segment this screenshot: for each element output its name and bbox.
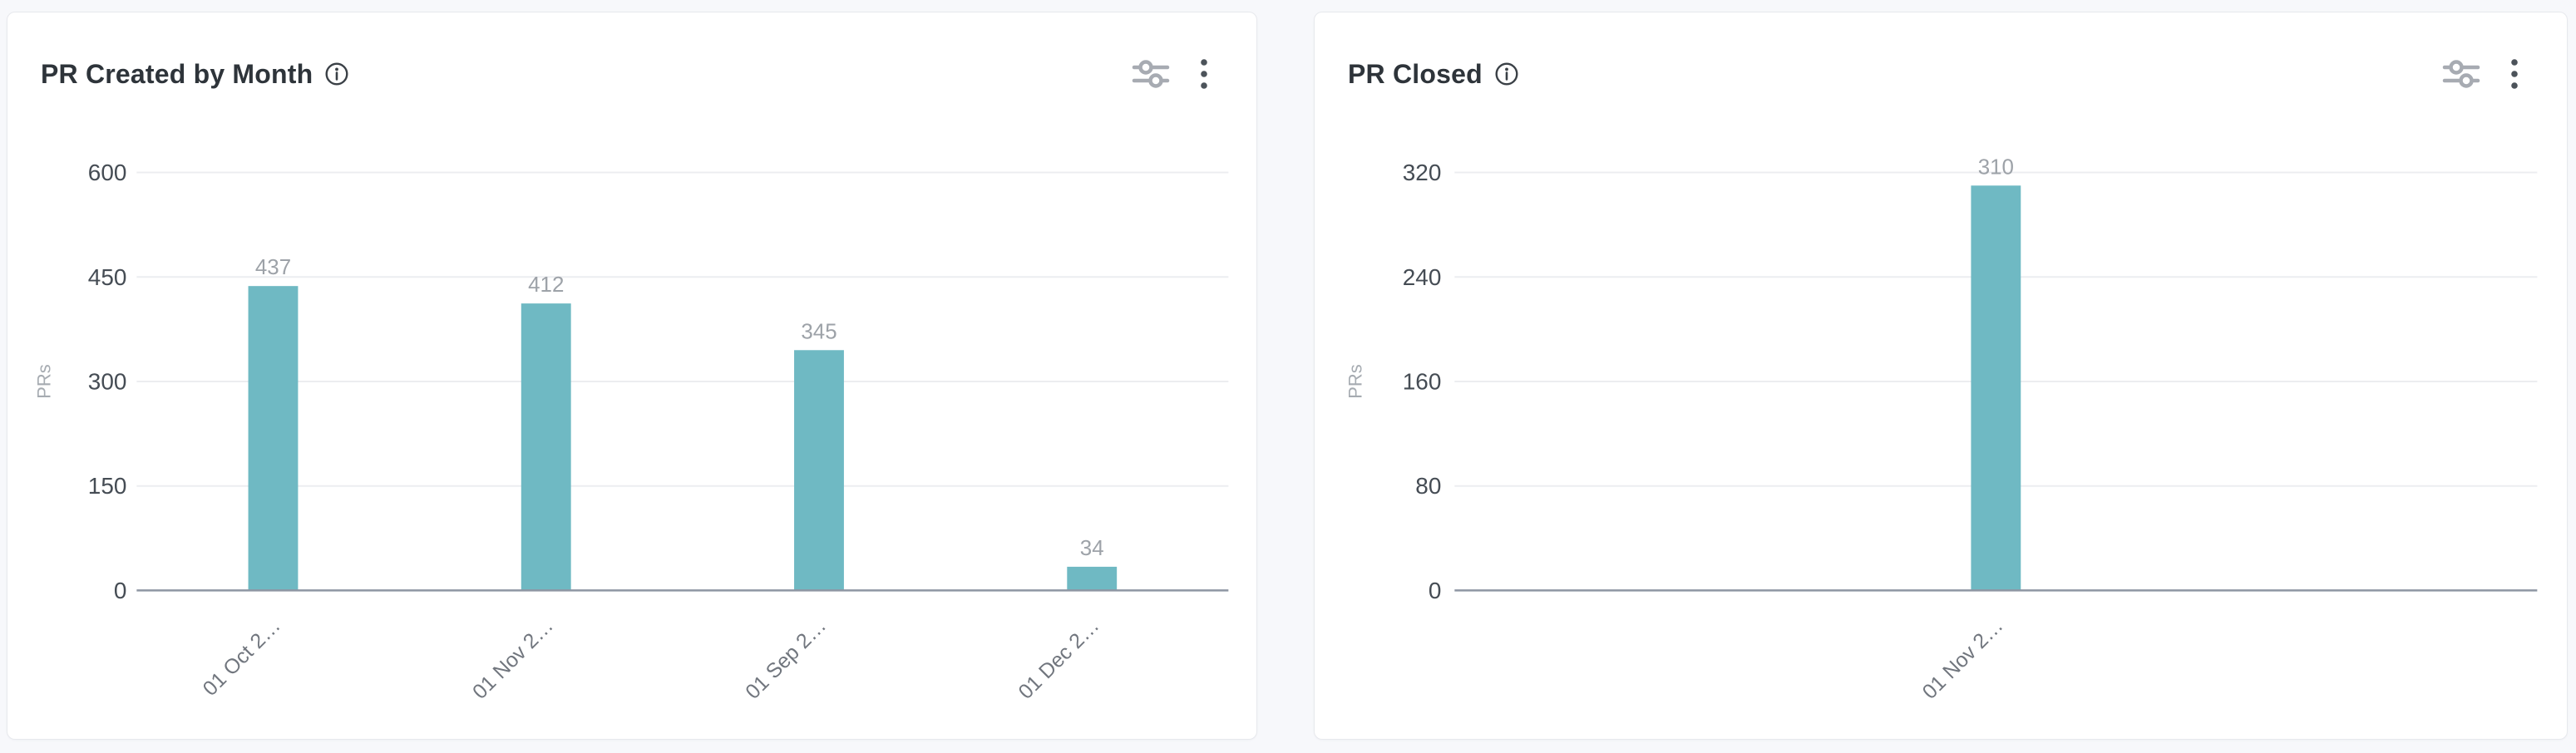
- card-header: PR Closed: [1348, 46, 2519, 102]
- y-tick-label: 80: [1415, 473, 1441, 499]
- pr-closed-bar-chart: 0 80 160 240 320 PRs 310 01 Nov 2…: [1345, 155, 2538, 704]
- bar-value-label: 345: [801, 320, 836, 343]
- bar[interactable]: [1971, 185, 2021, 591]
- kebab-menu-icon[interactable]: [2510, 57, 2519, 91]
- bar[interactable]: [794, 350, 844, 591]
- bar-value-label: 34: [1080, 537, 1104, 560]
- y-tick-label: 0: [114, 578, 127, 603]
- pr-created-by-month-card: 0 150 300 450 600 PRs 437 01 Oct 2… 412 01 Nov 2……: [7, 12, 1257, 740]
- x-tick-label: 01 Sep 2…: [741, 614, 831, 704]
- card-header: PR Created by Month: [41, 46, 1208, 102]
- card-title: PR Created by Month: [41, 58, 313, 89]
- x-tick-label: 01 Oct 2…: [199, 614, 285, 701]
- x-tick-label: 01 Nov 2…: [1918, 614, 2008, 704]
- card-title: PR Closed: [1348, 58, 1483, 89]
- bar[interactable]: [521, 303, 571, 591]
- info-icon[interactable]: [324, 62, 349, 86]
- y-tick-label: 240: [1403, 264, 1442, 290]
- bar[interactable]: [248, 286, 299, 591]
- y-tick-label: 300: [88, 368, 127, 394]
- y-tick-label: 600: [88, 160, 127, 185]
- sliders-icon[interactable]: [2442, 58, 2480, 90]
- bar-value-label: 437: [255, 256, 291, 279]
- sliders-icon[interactable]: [1132, 58, 1170, 90]
- pr-created-bar-chart: 0 150 300 450 600 PRs 437 01 Oct 2… 412 01 Nov 2……: [34, 160, 1229, 704]
- title-group: PR Created by Month: [41, 59, 349, 90]
- y-tick-label: 450: [88, 264, 127, 290]
- y-tick-label: 160: [1403, 368, 1442, 394]
- x-tick-label: 01 Dec 2…: [1014, 614, 1103, 704]
- bar-value-label: 412: [528, 273, 564, 297]
- card-actions: [2442, 57, 2519, 91]
- card-actions: [1132, 57, 1208, 91]
- y-tick-label: 320: [1403, 160, 1442, 185]
- y-tick-label: 0: [1429, 578, 1442, 603]
- bar-value-label: 310: [1978, 155, 2014, 179]
- y-axis-title: PRs: [34, 364, 55, 398]
- bar[interactable]: [1067, 566, 1118, 591]
- x-tick-label: 01 Nov 2…: [468, 614, 558, 704]
- pr-closed-card: 0 80 160 240 320 PRs 310 01 Nov 2… PR Closed: [1314, 12, 2568, 740]
- y-tick-label: 150: [88, 473, 127, 499]
- kebab-menu-icon[interactable]: [1200, 57, 1208, 91]
- y-axis-title: PRs: [1345, 364, 1366, 398]
- title-group: PR Closed: [1348, 59, 1519, 90]
- info-icon[interactable]: [1494, 62, 1519, 86]
